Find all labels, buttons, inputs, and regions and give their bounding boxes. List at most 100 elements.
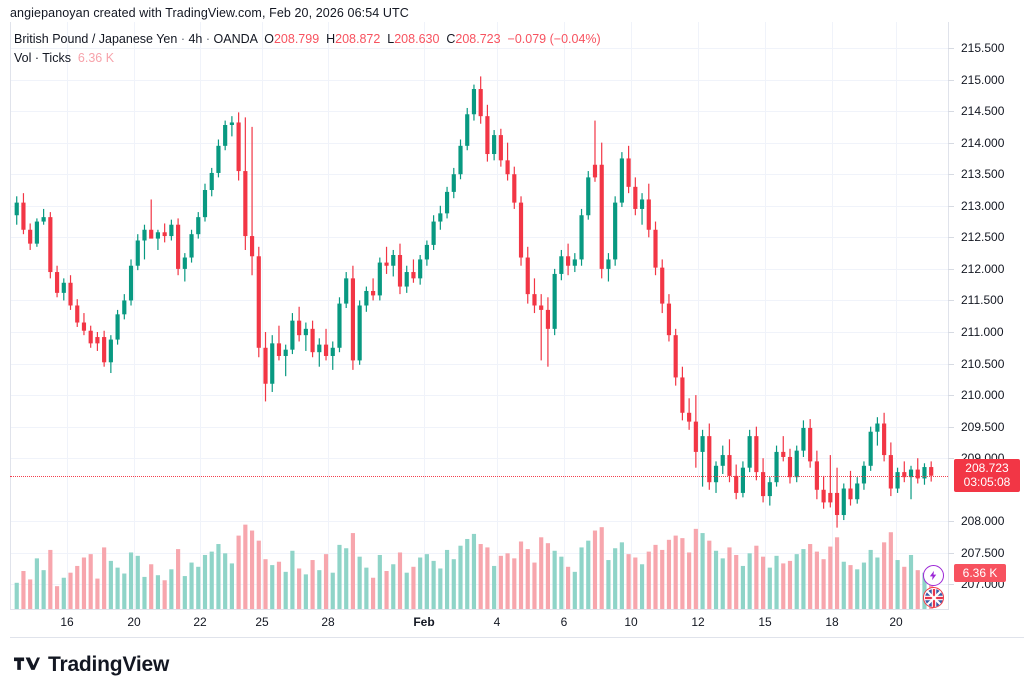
volume-bar bbox=[377, 554, 382, 610]
legend-symbol[interactable]: British Pound / Japanese Yen bbox=[14, 32, 178, 46]
volume-bar bbox=[196, 566, 201, 610]
grid-line-vertical bbox=[896, 22, 897, 610]
candle-body bbox=[700, 436, 705, 452]
price-axis-tick: 214.500 bbox=[961, 104, 1005, 119]
legend-interval[interactable]: 4h bbox=[188, 32, 203, 46]
price-axis-tick-dash bbox=[948, 521, 954, 523]
volume-bar bbox=[673, 535, 678, 610]
volume-bar bbox=[209, 551, 214, 610]
candle-body bbox=[323, 344, 329, 356]
volume-bar bbox=[263, 559, 268, 610]
candle-body bbox=[794, 450, 799, 478]
time-axis[interactable]: 16 20 22 25 28 Feb 4 6 10 12 15 18 20 bbox=[10, 610, 948, 638]
volume-bar bbox=[471, 533, 477, 610]
candle-body bbox=[465, 114, 470, 146]
volume-bar bbox=[337, 544, 342, 610]
candle-body bbox=[249, 236, 255, 257]
price-axis[interactable]: 215.500 215.000 214.500 214.000 213.500 213.0… bbox=[948, 22, 1024, 610]
candle-body bbox=[646, 199, 651, 230]
grid-line-horizontal bbox=[10, 142, 948, 144]
price-axis-tick: 212.000 bbox=[961, 261, 1005, 276]
candle-body bbox=[371, 290, 376, 296]
volume-bar bbox=[81, 557, 87, 610]
price-axis-tick-dash bbox=[948, 205, 954, 207]
candle-body bbox=[740, 467, 745, 493]
legend-main-row[interactable]: British Pound / Japanese Yen · 4h · OAND… bbox=[14, 31, 601, 48]
candle-body bbox=[28, 229, 33, 244]
legend-dot-1: · bbox=[180, 32, 185, 46]
volume-bar bbox=[626, 554, 631, 610]
candle-body bbox=[720, 455, 725, 466]
current-price-badge[interactable]: 208.723 03:05:08 bbox=[954, 458, 1020, 492]
candle-body bbox=[680, 377, 685, 413]
candle-body bbox=[276, 343, 282, 356]
volume-bar bbox=[814, 551, 819, 610]
grid-line-vertical bbox=[564, 22, 565, 610]
time-axis-tick: 28 bbox=[321, 615, 335, 629]
volume-bar bbox=[861, 562, 867, 610]
volume-bar bbox=[68, 572, 73, 610]
grid-line-vertical bbox=[262, 22, 263, 610]
attribution-text: angiepanoyan created with TradingView.co… bbox=[10, 6, 409, 20]
volume-bar bbox=[848, 565, 853, 610]
volume-bar bbox=[532, 562, 537, 610]
candle-body bbox=[512, 174, 517, 203]
candle-body bbox=[68, 282, 73, 306]
grid-line-vertical bbox=[698, 22, 699, 610]
price-axis-tick: 215.500 bbox=[961, 41, 1005, 55]
volume-bar bbox=[740, 565, 745, 610]
legend-close-value: 208.723 bbox=[455, 32, 501, 46]
candle-body bbox=[478, 89, 483, 117]
candle-body bbox=[922, 467, 927, 479]
legend-volume-row[interactable]: Vol · Ticks 6.36 K bbox=[14, 50, 601, 67]
price-axis-tick-dash bbox=[948, 300, 954, 302]
candle-body bbox=[821, 489, 826, 503]
volume-bar bbox=[774, 555, 779, 610]
volume-bar bbox=[270, 565, 275, 610]
candle-body bbox=[196, 217, 201, 235]
price-axis-tick-dash bbox=[948, 111, 954, 113]
volume-bar bbox=[323, 554, 329, 610]
candle-body bbox=[357, 305, 362, 361]
time-axis-tick: 22 bbox=[193, 615, 207, 629]
volume-bar bbox=[189, 562, 194, 610]
volume-bar bbox=[330, 572, 335, 610]
price-axis-tick-dash bbox=[948, 237, 954, 239]
grid-line-horizontal bbox=[10, 48, 948, 49]
uk-flag-icon[interactable] bbox=[923, 587, 945, 608]
volume-bar bbox=[149, 564, 154, 610]
grid-line-horizontal bbox=[10, 300, 948, 302]
tradingview-footer: TradingView bbox=[14, 653, 169, 677]
lightning-bolt-icon[interactable] bbox=[923, 565, 945, 586]
candle-body bbox=[310, 328, 315, 353]
candle-body bbox=[586, 177, 591, 216]
candle-body bbox=[283, 349, 288, 356]
candle-body bbox=[855, 483, 860, 500]
price-axis-tick: 213.500 bbox=[961, 167, 1005, 182]
candle-body bbox=[391, 255, 396, 266]
volume-bar bbox=[633, 557, 638, 610]
candle-body bbox=[579, 215, 584, 260]
volume-bar bbox=[75, 565, 80, 610]
candle-body bbox=[108, 339, 113, 363]
price-axis-tick: 211.000 bbox=[961, 325, 1004, 339]
volume-bar bbox=[492, 565, 497, 610]
volume-bar bbox=[895, 560, 900, 610]
candle-body bbox=[572, 259, 577, 266]
volume-bar bbox=[115, 567, 120, 610]
volume-bar bbox=[95, 578, 100, 610]
candle-body bbox=[841, 488, 846, 516]
volume-bar bbox=[458, 545, 463, 610]
price-axis-tick: 210.500 bbox=[961, 356, 1005, 371]
volume-bar bbox=[128, 552, 134, 610]
time-axis-tick: 15 bbox=[758, 615, 772, 629]
candle-body bbox=[808, 427, 813, 462]
volume-bar bbox=[821, 559, 826, 610]
volume-value-badge[interactable]: 6.36 K bbox=[954, 564, 1006, 583]
grid-line-vertical bbox=[832, 22, 833, 610]
chart-pane[interactable] bbox=[10, 22, 948, 610]
price-axis-tick-dash bbox=[948, 79, 954, 81]
pane-bottom-border bbox=[10, 609, 948, 610]
volume-bar bbox=[182, 576, 187, 610]
volume-bar bbox=[276, 561, 282, 610]
